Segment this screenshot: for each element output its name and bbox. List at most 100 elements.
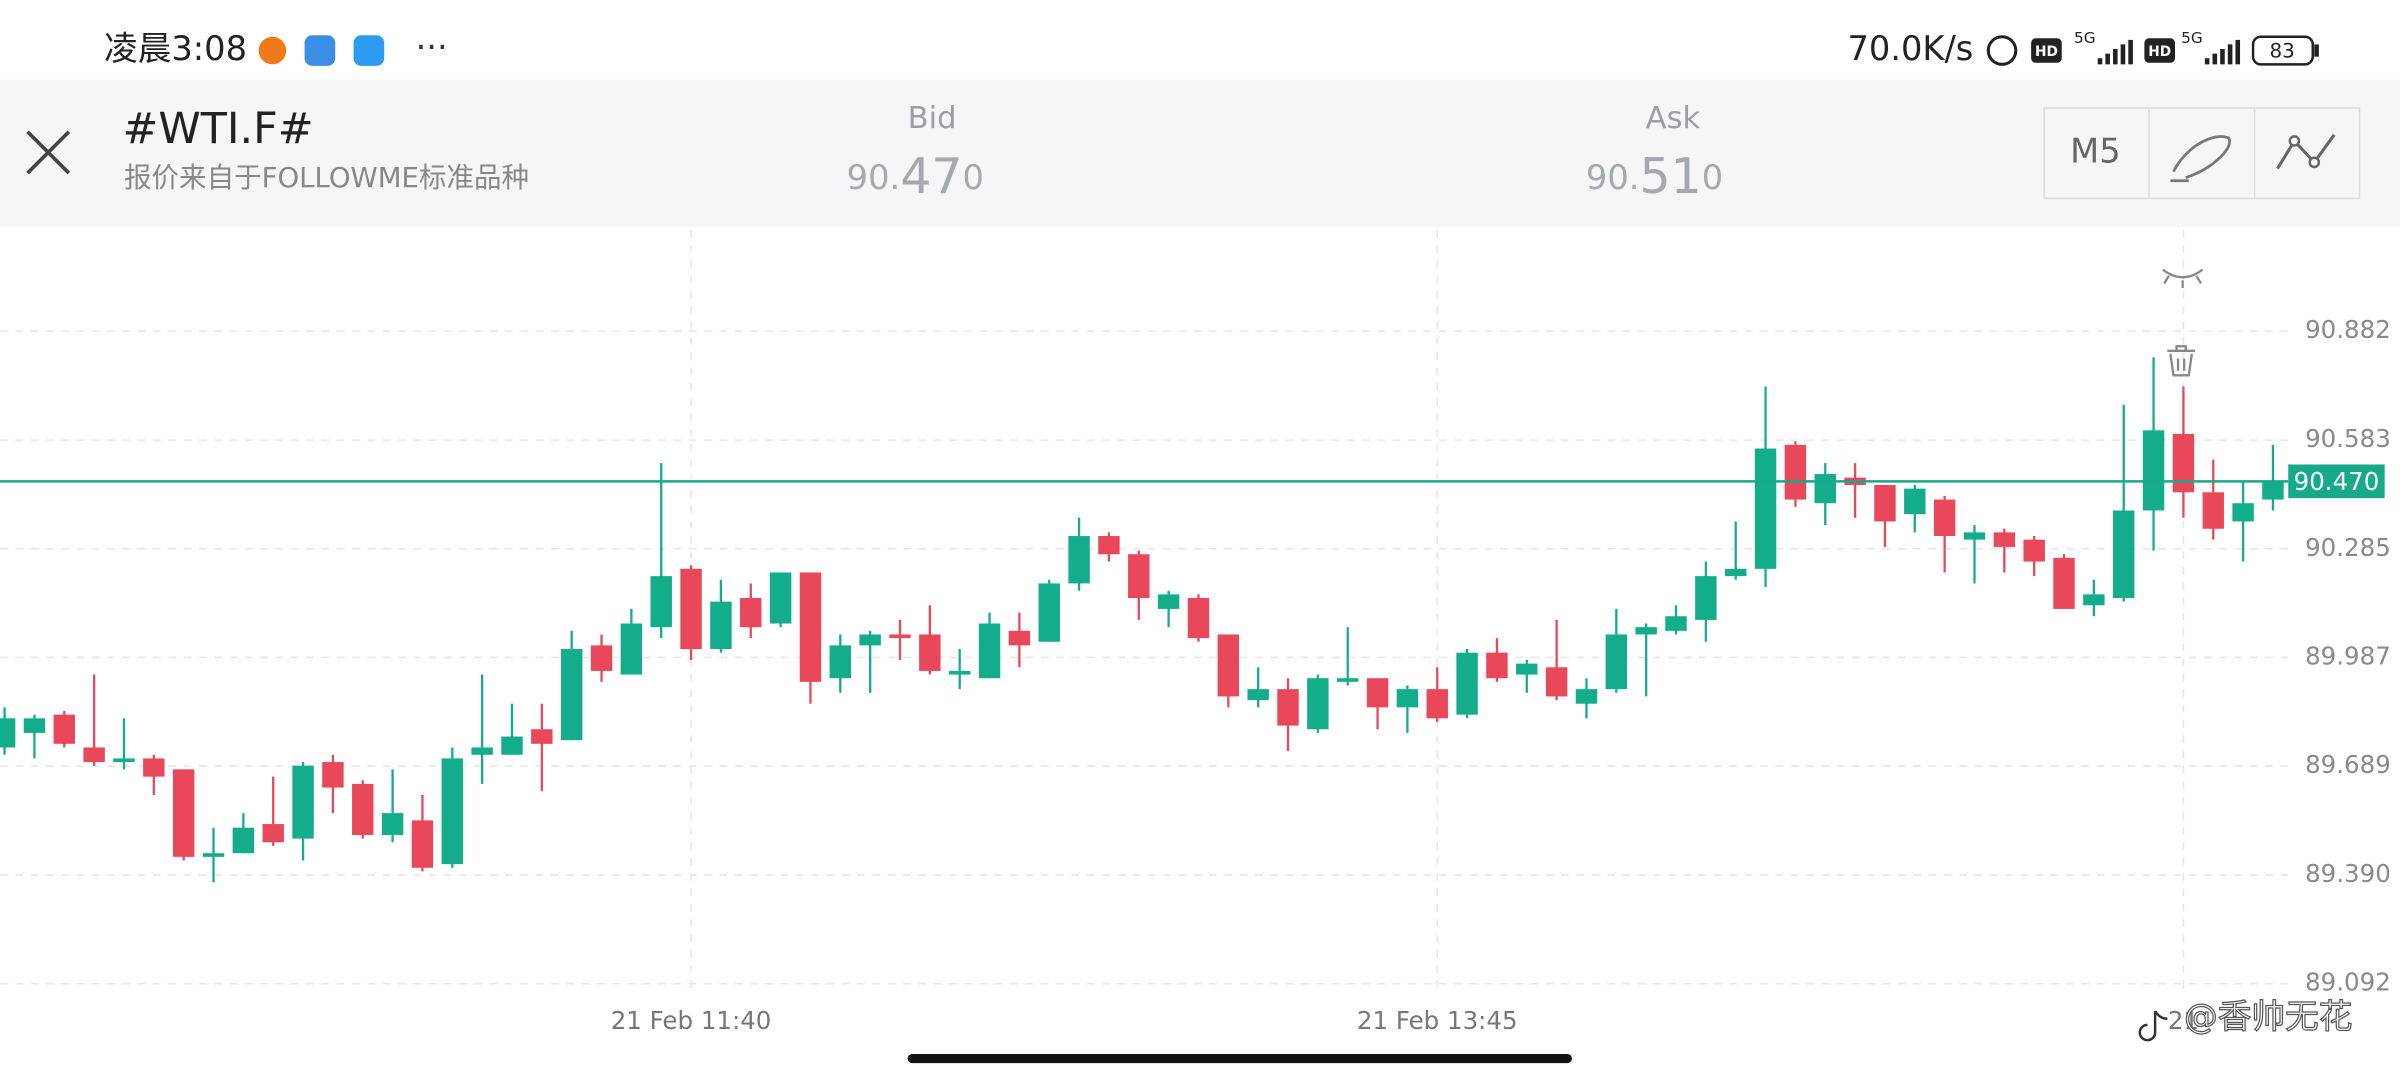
- delete-icon[interactable]: [2167, 345, 2195, 377]
- y-tick-label: 89.390: [2305, 859, 2391, 888]
- ask-price-part: 90.: [1586, 158, 1640, 197]
- candle-body: [1456, 652, 1478, 715]
- ask-price: 90.510: [1586, 148, 1723, 205]
- candle-body: [381, 813, 404, 835]
- candle-body: [2083, 594, 2105, 606]
- y-tick-label: 90.285: [2305, 533, 2391, 562]
- candle-body: [2142, 430, 2165, 511]
- candle-body: [1933, 499, 1956, 537]
- ask-price-part: 51: [1639, 148, 1701, 205]
- battery-level: 83: [2269, 40, 2294, 63]
- watermark: @香帅无花: [2184, 997, 2352, 1036]
- app-icon: [258, 36, 287, 65]
- candle-body: [0, 718, 16, 748]
- candle-body: [471, 747, 493, 755]
- candle-body: [53, 714, 75, 744]
- candle-body: [799, 572, 822, 682]
- header-bar: [0, 79, 2400, 227]
- candle-body: [172, 769, 195, 857]
- candle-body: [411, 820, 434, 868]
- candle-body: [1336, 678, 1359, 682]
- hd-badge: [2144, 38, 2175, 63]
- candle-body: [232, 827, 255, 854]
- indicator-node: [2288, 135, 2301, 147]
- candle-body: [829, 645, 852, 679]
- candle-body: [1038, 583, 1060, 642]
- battery: [2251, 35, 2314, 66]
- candle-body: [531, 729, 553, 744]
- candle-body: [441, 758, 464, 865]
- last-price-box: [2288, 464, 2385, 499]
- candle-body: [2202, 492, 2224, 529]
- candle-body: [1247, 689, 1269, 701]
- candle-body: [1486, 652, 1508, 679]
- battery-tip: [2314, 44, 2319, 57]
- ask-price-part: 0: [1702, 158, 1723, 197]
- close-button[interactable]: [26, 130, 71, 175]
- network-label: 5G: [2074, 29, 2096, 47]
- candle-body: [1754, 448, 1777, 569]
- candle-body: [1695, 576, 1717, 620]
- candle-body: [352, 783, 374, 835]
- candle-body: [1963, 532, 1986, 540]
- candle-body: [143, 758, 165, 777]
- hd-label: HD: [2148, 44, 2171, 60]
- y-tick-label: 90.583: [2305, 424, 2391, 453]
- candle-body: [1187, 597, 1210, 639]
- candle-body: [1725, 568, 1747, 577]
- candle-body: [1426, 689, 1448, 719]
- candle-body: [292, 765, 314, 839]
- candle-body: [202, 853, 225, 857]
- y-tick-label: 89.092: [2305, 968, 2391, 997]
- clock: 凌晨3:08: [104, 29, 247, 68]
- candle-body: [680, 568, 702, 650]
- last-price-label: 90.470: [2294, 467, 2380, 496]
- candle-body: [1157, 594, 1180, 609]
- candle-body: [769, 572, 792, 624]
- timeframe-button[interactable]: M5: [2070, 132, 2120, 171]
- candle-body: [1635, 627, 1657, 635]
- candle-body: [501, 736, 523, 755]
- candle-body: [919, 634, 941, 671]
- ask-label: Ask: [1646, 101, 1701, 136]
- candle-body: [2262, 481, 2284, 500]
- draw-button[interactable]: [2170, 135, 2231, 183]
- indicator-button[interactable]: [2276, 133, 2336, 170]
- candle-body: [2053, 557, 2075, 609]
- candle-body: [2232, 503, 2254, 522]
- x-tick-label: 21 Feb 11:40: [611, 1006, 772, 1035]
- hide-icon[interactable]: [2162, 268, 2204, 288]
- network-label: 5G: [2181, 29, 2203, 47]
- candle-body: [859, 634, 881, 646]
- app-icon: [353, 35, 385, 66]
- candle-body: [23, 718, 46, 733]
- candle-body: [620, 623, 643, 675]
- candle-body: [1665, 616, 1687, 631]
- indicator-node: [2308, 156, 2321, 169]
- bid-price-part: 47: [900, 148, 962, 205]
- alarm-icon: [1986, 35, 2018, 66]
- candle-body: [1366, 678, 1389, 708]
- hd-label: HD: [2035, 44, 2058, 60]
- candle-body: [2023, 539, 2045, 562]
- chart: 90.882 90.583 90.285 89.987 89.689 89.390 89.0…: [0, 229, 2391, 1035]
- candle-body: [650, 576, 672, 628]
- candle-body: [1307, 678, 1329, 730]
- candle-body: [1814, 474, 1836, 504]
- y-tick-label: 89.689: [2305, 750, 2391, 779]
- signal-icon: [2097, 39, 2133, 65]
- bid-price: 90.470: [847, 148, 984, 205]
- symbol: #WTI.F#: [122, 104, 313, 154]
- candle-body: [1008, 630, 1031, 646]
- candle-body: [1396, 689, 1419, 708]
- hd-badge: [2031, 38, 2062, 63]
- candle-body: [1217, 634, 1240, 697]
- candle-body: [83, 747, 105, 763]
- candle-body: [1605, 634, 1628, 690]
- home-indicator: [907, 1053, 1572, 1064]
- candle-body: [113, 758, 135, 763]
- candle-body: [1545, 667, 1568, 697]
- candle-body: [2172, 433, 2195, 493]
- candle-body: [1098, 536, 1120, 555]
